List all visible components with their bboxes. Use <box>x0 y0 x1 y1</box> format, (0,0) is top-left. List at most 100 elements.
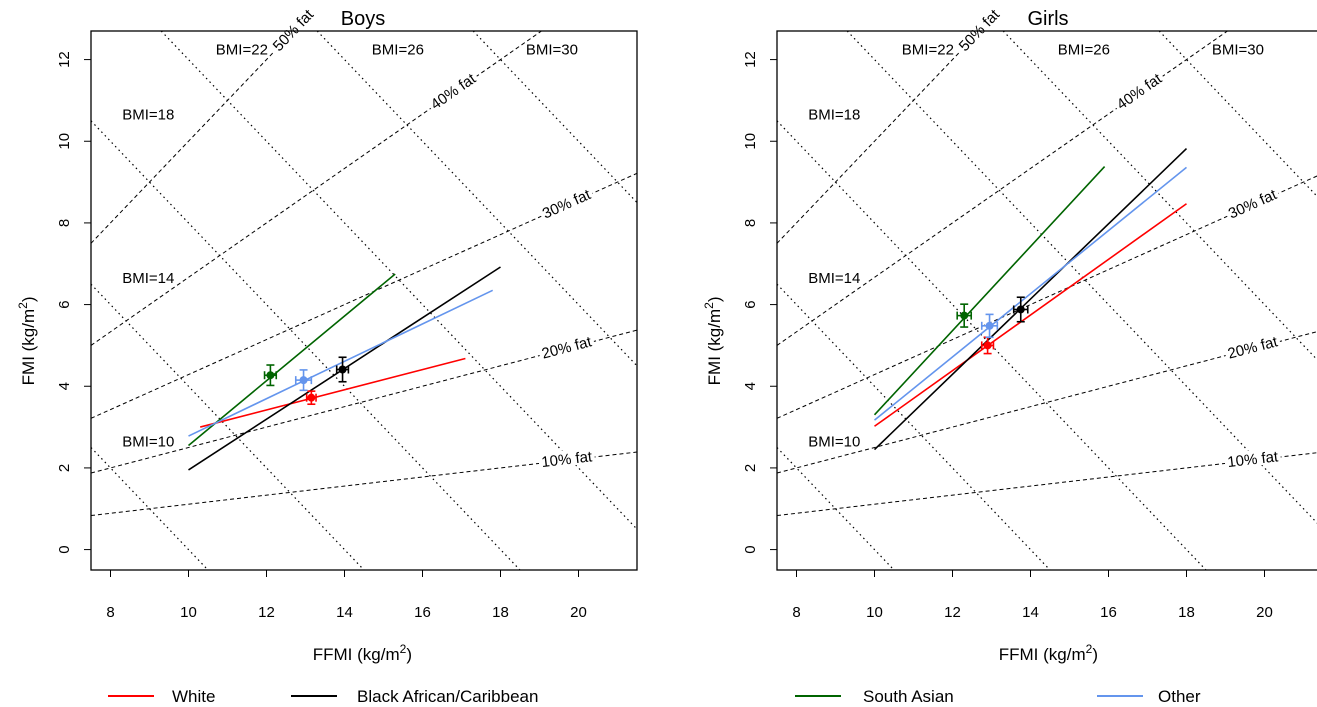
legend-label-white: White <box>172 687 215 706</box>
y-tick-label: 6 <box>742 300 759 308</box>
fat-label-group-20: 20% fat <box>537 331 596 363</box>
fat-label-40: 40% fat <box>428 70 480 114</box>
fat-contour-50 <box>777 31 981 244</box>
y-tick-label: 6 <box>56 300 73 308</box>
bmi-label-18: BMI=18 <box>808 107 860 124</box>
y-tick-label: 4 <box>742 382 759 390</box>
panel-boys: BMI=10 BMI=14 BMI=18 BMI=22 BMI=26 BMI=30 10% … <box>16 3 638 664</box>
y-axis-label: FMI (kg/m2) <box>16 296 38 385</box>
y-tick-label: 0 <box>56 545 73 553</box>
series-line-south-asian <box>187 273 396 447</box>
y-axis-label-main: FMI (kg/m <box>19 309 38 386</box>
fat-label-bg <box>1111 68 1167 114</box>
point-white <box>307 393 316 402</box>
fat-label-group-50: 50% fat <box>953 3 1004 56</box>
x-tick-label: 20 <box>570 604 587 621</box>
x-axis-label-sup: 2 <box>400 642 407 656</box>
bmi-label-10: BMI=10 <box>122 433 174 450</box>
x-axis-label: FFMI (kg/m2) <box>999 642 1098 664</box>
y-tick-label: 0 <box>742 545 759 553</box>
x-tick-label: 12 <box>258 604 275 621</box>
fat-label-20: 20% fat <box>1226 333 1280 363</box>
series-line-south-asian <box>873 166 1106 416</box>
chart-title: Boys <box>341 8 385 30</box>
bmi-contour-10 <box>91 447 209 570</box>
legend-label-other: Other <box>1158 687 1201 706</box>
bmi-contour-26 <box>1002 31 1317 361</box>
x-axis-label: FFMI (kg/m2) <box>313 642 412 664</box>
fat-label-group-20: 20% fat <box>1223 331 1282 363</box>
legend-label-black-african-caribbean: Black African/Caribbean <box>357 687 538 706</box>
point-white <box>983 341 992 350</box>
bmi-label-22: BMI=22 <box>902 41 954 58</box>
point-south-asian <box>266 371 275 380</box>
x-axis-label-sup: 2 <box>1086 642 1093 656</box>
x-axis-label-main: FFMI (kg/m <box>999 645 1086 664</box>
x-tick-label: 8 <box>106 604 114 621</box>
panel-girls: BMI=10 BMI=14 BMI=18 BMI=22 BMI=26 BMI=30 10% … <box>702 3 1317 664</box>
chart-title: Girls <box>1027 8 1068 30</box>
legend-label-south-asian: South Asian <box>863 687 954 706</box>
x-tick-label: 16 <box>414 604 431 621</box>
x-tick-label: 10 <box>180 604 197 621</box>
fat-label-bg <box>1223 331 1282 362</box>
series-line-black-african-caribbean <box>873 148 1188 451</box>
fat-label-30: 30% fat <box>1226 186 1280 223</box>
y-axis-label-sup: 2 <box>16 302 30 309</box>
bmi-label-18: BMI=18 <box>122 107 174 124</box>
point-other <box>299 376 308 385</box>
bmi-contour-26 <box>316 31 637 367</box>
fat-label-bg <box>1223 184 1281 222</box>
fat-label-group-10: 10% fat <box>537 447 596 471</box>
bmi-label-10: BMI=10 <box>808 433 860 450</box>
x-tick-label: 8 <box>792 604 800 621</box>
fat-label-bg <box>537 331 596 362</box>
y-axis-label-end: ) <box>19 296 38 302</box>
y-tick-label: 12 <box>56 51 73 68</box>
y-tick-label: 10 <box>742 133 759 150</box>
fat-label-group-30: 30% fat <box>1223 184 1281 223</box>
fat-label-group-50: 50% fat <box>267 3 318 56</box>
bmi-label-26: BMI=26 <box>1058 41 1110 58</box>
y-axis-label-end: ) <box>705 296 724 302</box>
x-tick-label: 16 <box>1100 604 1117 621</box>
x-tick-label: 18 <box>1178 604 1195 621</box>
bmi-label-26: BMI=26 <box>372 41 424 58</box>
x-tick-label: 10 <box>866 604 883 621</box>
bmi-label-14: BMI=14 <box>808 270 860 287</box>
y-axis-label-main: FMI (kg/m <box>705 309 724 386</box>
fat-contour-50 <box>91 31 295 244</box>
bmi-contour-14 <box>91 283 365 570</box>
fat-label-group-40: 40% fat <box>425 68 481 114</box>
series-line-white <box>874 203 1187 427</box>
plot-frame <box>90 30 638 571</box>
y-tick-label: 4 <box>56 382 73 390</box>
plot-frame <box>776 30 1317 571</box>
fat-label-30: 30% fat <box>540 186 594 223</box>
bmi-contour-18 <box>91 120 521 570</box>
fat-label-40: 40% fat <box>1114 70 1166 114</box>
y-tick-label: 2 <box>56 464 73 472</box>
legend: White Black African/Caribbean South Asian O… <box>108 687 1201 706</box>
fat-label-bg <box>1223 447 1282 470</box>
series-line-other <box>188 289 494 437</box>
point-other <box>985 321 994 330</box>
fat-label-bg <box>425 68 481 114</box>
y-tick-label: 8 <box>742 219 759 227</box>
bmi-contour-10 <box>777 447 895 570</box>
bmi-label-14: BMI=14 <box>122 270 174 287</box>
fat-label-10: 10% fat <box>1226 448 1279 471</box>
fat-label-bg <box>537 184 595 222</box>
point-black-african-caribbean <box>338 365 347 374</box>
y-axis-label: FMI (kg/m2) <box>702 296 724 385</box>
bmi-contour-14 <box>777 283 1051 570</box>
fat-label-group-10: 10% fat <box>1223 447 1282 471</box>
bmi-label-30: BMI=30 <box>1212 41 1264 58</box>
x-axis-label-end: ) <box>406 645 412 664</box>
bmi-label-22: BMI=22 <box>216 41 268 58</box>
series-line-white <box>199 357 466 428</box>
errorbar-south-asian <box>956 303 973 328</box>
fat-label-bg <box>953 3 1004 56</box>
y-tick-label: 10 <box>56 133 73 150</box>
